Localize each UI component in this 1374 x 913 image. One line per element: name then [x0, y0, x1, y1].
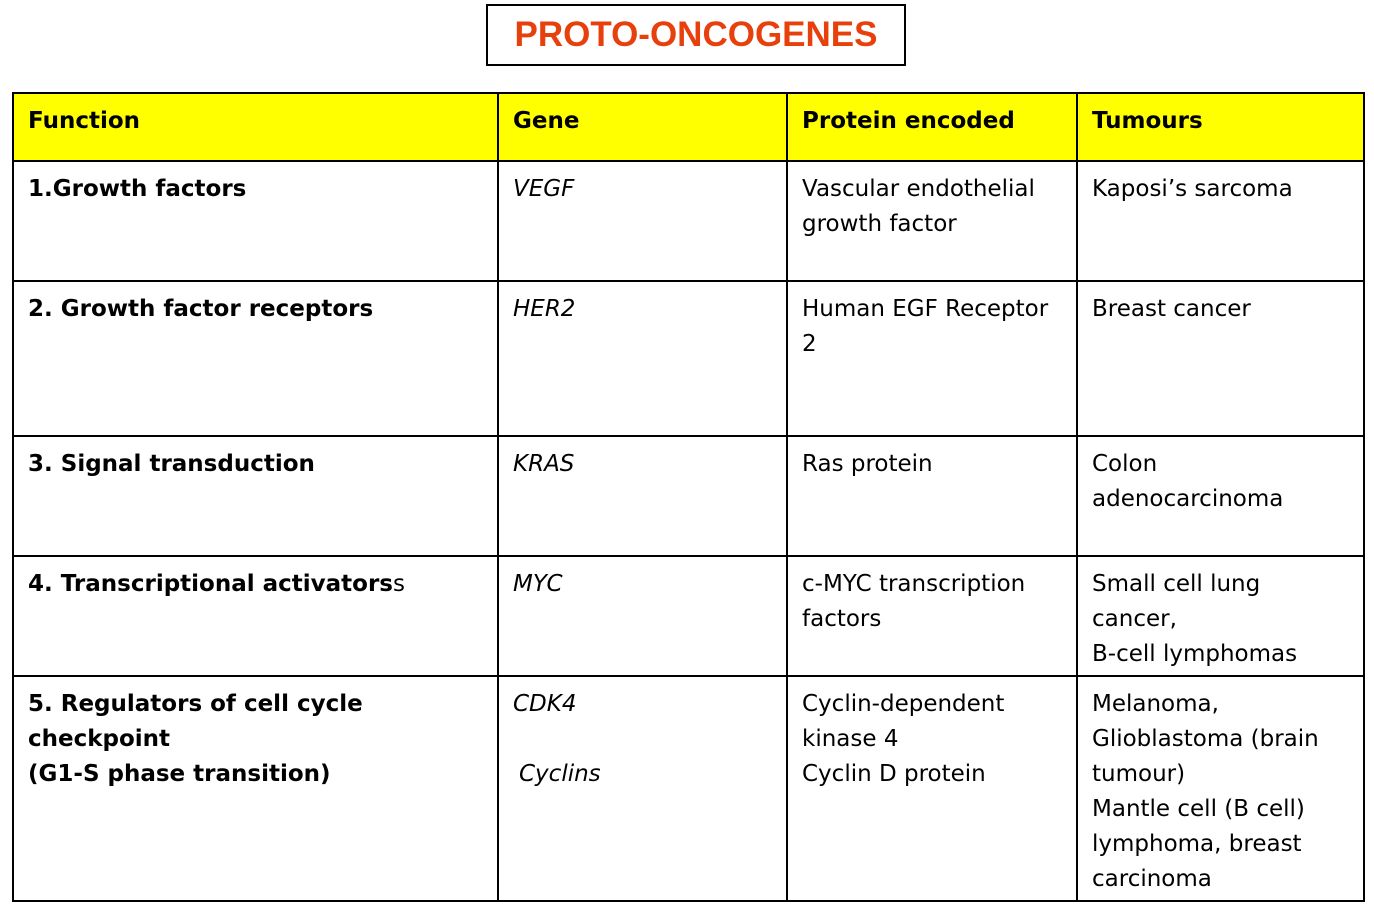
- tumours-text: Breast cancer: [1092, 296, 1251, 322]
- gene-text: KRAS: [513, 451, 575, 477]
- protein-text: Ras protein: [802, 451, 933, 477]
- protein-cell: Ras protein: [786, 435, 1078, 557]
- function-suffix: s: [393, 571, 405, 597]
- header-protein: Protein encoded: [786, 92, 1078, 162]
- tumours-text: lymphoma, breast: [1092, 831, 1302, 857]
- protein-cell: Vascular endothelial growth factor: [786, 160, 1078, 282]
- protein-text: c-MYC transcription: [802, 571, 1026, 597]
- protein-cell: Cyclin-dependent kinase 4 Cyclin D prote…: [786, 675, 1078, 902]
- gene-text: MYC: [513, 571, 563, 597]
- gene-cell: HER2: [497, 280, 788, 437]
- function-cell: 5. Regulators of cell cycle checkpoint (…: [12, 675, 499, 902]
- tumours-text: Small cell lung: [1092, 571, 1261, 597]
- page-title: PROTO-ONCOGENES: [514, 15, 878, 54]
- tumours-text: Melanoma,: [1092, 691, 1219, 717]
- tumours-text: Kaposi’s sarcoma: [1092, 176, 1293, 202]
- gene-cell: CDK4 Cyclins: [497, 675, 788, 902]
- gene-text: Cyclins: [519, 761, 601, 787]
- protein-text: Vascular endothelial: [802, 176, 1035, 202]
- tumours-text: Mantle cell (B cell): [1092, 796, 1305, 822]
- tumours-text: carcinoma: [1092, 866, 1212, 892]
- tumours-cell: Melanoma, Glioblastoma (brain tumour) Ma…: [1076, 675, 1365, 902]
- protein-text: Cyclin D protein: [802, 761, 986, 787]
- function-text: 2. Growth factor receptors: [28, 296, 374, 322]
- function-text: 3. Signal transduction: [28, 451, 315, 477]
- gene-text: HER2: [513, 296, 576, 322]
- protein-text: Cyclin-dependent: [802, 691, 1005, 717]
- table-row: 1.Growth factors VEGF Vascular endotheli…: [12, 160, 1365, 282]
- function-cell: 4. Transcriptional activatorss: [12, 555, 499, 677]
- function-text: 4. Transcriptional activators: [28, 571, 394, 597]
- table-row: 2. Growth factor receptors HER2 Human EG…: [12, 280, 1365, 437]
- table-row: 3. Signal transduction KRAS Ras protein …: [12, 435, 1365, 557]
- gene-text: CDK4: [513, 691, 577, 717]
- tumours-cell: Breast cancer: [1076, 280, 1365, 437]
- tumours-text: tumour): [1092, 761, 1186, 787]
- function-text: 1.Growth factors: [28, 176, 247, 202]
- protein-text: factors: [802, 606, 882, 632]
- protein-cell: c-MYC transcription factors: [786, 555, 1078, 677]
- title-box: PROTO-ONCOGENES: [486, 4, 906, 66]
- tumours-cell: Small cell lung cancer, B-cell lymphomas: [1076, 555, 1365, 677]
- protein-text: kinase 4: [802, 726, 899, 752]
- gene-text: VEGF: [513, 176, 575, 202]
- tumours-text: Glioblastoma (brain: [1092, 726, 1319, 752]
- tumours-cell: Kaposi’s sarcoma: [1076, 160, 1365, 282]
- protein-text: 2: [802, 331, 817, 357]
- tumours-text: cancer,: [1092, 606, 1177, 632]
- function-cell: 2. Growth factor receptors: [12, 280, 499, 437]
- function-text: 5. Regulators of cell cycle checkpoint: [28, 691, 363, 752]
- header-gene: Gene: [497, 92, 788, 162]
- function-cell: 3. Signal transduction: [12, 435, 499, 557]
- protein-text: growth factor: [802, 211, 957, 237]
- table-row: 5. Regulators of cell cycle checkpoint (…: [12, 675, 1365, 902]
- protein-cell: Human EGF Receptor 2: [786, 280, 1078, 437]
- tumours-cell: Colon adenocarcinoma: [1076, 435, 1365, 557]
- table-header-row: Function Gene Protein encoded Tumours: [12, 92, 1365, 162]
- gene-cell: VEGF: [497, 160, 788, 282]
- header-function: Function: [12, 92, 499, 162]
- function-cell: 1.Growth factors: [12, 160, 499, 282]
- gene-cell: KRAS: [497, 435, 788, 557]
- tumours-text: Colon: [1092, 451, 1158, 477]
- header-tumours: Tumours: [1076, 92, 1365, 162]
- tumours-text: adenocarcinoma: [1092, 486, 1284, 512]
- proto-oncogenes-table: Function Gene Protein encoded Tumours 1.…: [12, 92, 1365, 902]
- function-text: (G1-S phase transition): [28, 761, 331, 787]
- table-row: 4. Transcriptional activatorss MYC c-MYC…: [12, 555, 1365, 677]
- protein-text: Human EGF Receptor: [802, 296, 1049, 322]
- gene-cell: MYC: [497, 555, 788, 677]
- tumours-text: B-cell lymphomas: [1092, 641, 1298, 667]
